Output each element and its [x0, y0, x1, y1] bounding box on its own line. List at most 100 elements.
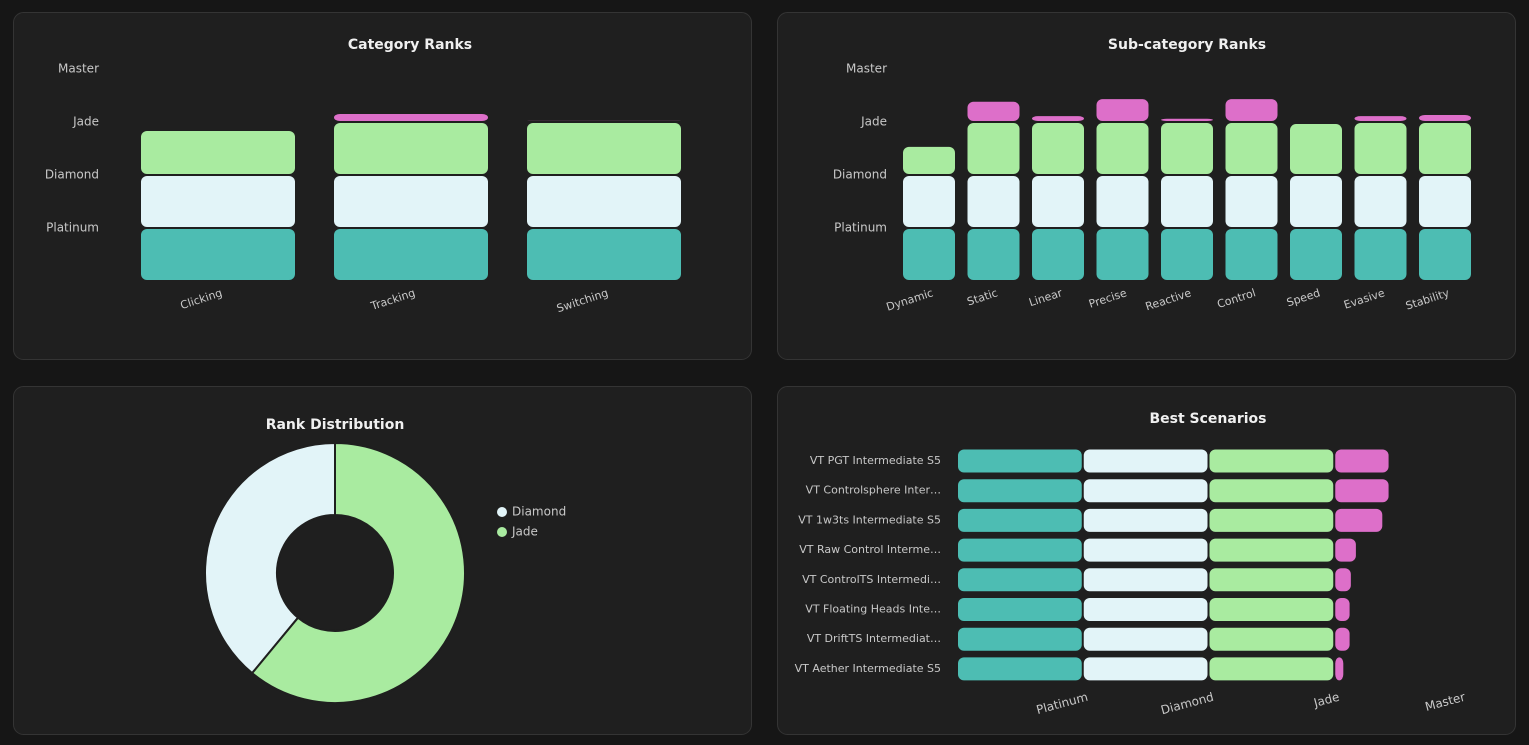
bar-segment [1419, 229, 1471, 280]
bar-segment [967, 101, 1020, 121]
bar-segment [1419, 115, 1471, 121]
y-tick-label: VT Controlsphere Inter… [806, 484, 941, 497]
bar-segment [1335, 538, 1356, 562]
bar-segment [1290, 124, 1342, 174]
bar-segment [334, 113, 488, 121]
y-tick-label: Diamond [45, 168, 99, 182]
y-tick-label: VT PGT Intermediate S5 [810, 454, 941, 467]
y-tick-label: Diamond [833, 168, 887, 182]
bar-segment [1209, 657, 1334, 681]
bar-segment [1354, 123, 1407, 174]
bar-segment [1161, 123, 1213, 174]
legend-label: Diamond [512, 505, 566, 519]
bar-segment [1209, 538, 1334, 562]
bar-segment [141, 176, 295, 227]
bar-segment [1032, 176, 1084, 227]
bar-segment [1161, 229, 1213, 280]
bar-segment [1083, 538, 1208, 562]
bar-segment [1083, 598, 1208, 621]
y-tick-label: Platinum [834, 221, 887, 235]
bar-segment [1209, 568, 1334, 592]
bar-segment [1032, 116, 1084, 121]
y-tick-label: VT DriftTS Intermediat… [807, 632, 941, 645]
bar-segment [1209, 627, 1334, 651]
bar-segment [1161, 176, 1213, 227]
bar-segment [958, 568, 1082, 592]
bar-segment [527, 229, 681, 280]
bar-segment [958, 449, 1082, 473]
bar-segment [958, 598, 1082, 621]
bar-segment [141, 229, 295, 280]
bar-segment [958, 538, 1082, 562]
bar-segment [1335, 508, 1383, 532]
bar-segment [1225, 99, 1278, 121]
bar-segment [1209, 508, 1334, 532]
panel [13, 386, 752, 735]
legend-swatch [497, 527, 507, 537]
y-tick-label: Jade [72, 115, 99, 129]
bar-segment [1335, 479, 1389, 503]
bar-segment [1225, 176, 1278, 227]
bar-segment [1083, 627, 1208, 651]
y-tick-label: VT 1w3ts Intermediate S5 [798, 513, 941, 526]
bar-segment [1354, 229, 1407, 280]
bar-segment [967, 123, 1020, 174]
bar-segment [1209, 449, 1334, 473]
bar-segment [334, 176, 488, 227]
bar-segment [1096, 99, 1149, 121]
bar-segment [1335, 598, 1350, 621]
bar-segment [1096, 123, 1149, 174]
bar-segment [1209, 479, 1334, 503]
legend-label: Jade [511, 525, 538, 539]
y-tick-label: VT Aether Intermediate S5 [795, 662, 941, 675]
bar-segment [527, 176, 681, 227]
donut-slice [204, 441, 336, 675]
bar-segment [1354, 176, 1407, 227]
bar-segment [1290, 229, 1342, 280]
bar-segment [1161, 118, 1213, 121]
bar-segment [1096, 229, 1149, 280]
bar-segment [334, 229, 488, 280]
y-tick-label: VT Raw Control Interme… [799, 543, 941, 556]
y-tick-label: VT Floating Heads Inte… [805, 603, 941, 616]
bar-segment [141, 130, 295, 174]
donut-slice [250, 441, 466, 704]
bar-segment [1096, 176, 1149, 227]
bar-segment [1209, 598, 1334, 621]
bar-segment [1354, 116, 1407, 121]
bar-segment [1083, 568, 1208, 592]
bar-segment [903, 176, 955, 227]
chart-title: Sub-category Ranks [1108, 37, 1266, 53]
x-tick-label: Jade [1311, 690, 1341, 710]
chart-title: Best Scenarios [1149, 411, 1266, 427]
bar-segment [967, 229, 1020, 280]
bar-segment [1335, 657, 1344, 681]
bar-segment [1290, 176, 1342, 227]
bar-segment [1335, 568, 1351, 592]
bar-segment [958, 508, 1082, 532]
bar-segment [1083, 449, 1208, 473]
y-tick-label: VT ControlTS Intermedi… [802, 573, 941, 586]
bar-segment [1083, 657, 1208, 681]
y-tick-label: Master [846, 62, 887, 76]
bar-segment [1032, 229, 1084, 280]
bar-segment [958, 627, 1082, 651]
legend-swatch [497, 507, 507, 517]
bar-segment [1225, 123, 1278, 174]
bar-segment [903, 146, 955, 174]
bar-segment [1335, 627, 1350, 651]
bar-segment [967, 176, 1020, 227]
bar-segment [1419, 176, 1471, 227]
bar-segment [958, 657, 1082, 681]
y-tick-label: Jade [860, 115, 887, 129]
y-tick-label: Platinum [46, 221, 99, 235]
bar-segment [958, 479, 1082, 503]
bar-segment [1083, 479, 1208, 503]
bar-segment [1083, 508, 1208, 532]
chart-title: Rank Distribution [266, 417, 405, 433]
bar-segment [1032, 123, 1084, 174]
bar-segment [1225, 229, 1278, 280]
chart-title: Category Ranks [348, 37, 472, 53]
bar-segment [1419, 123, 1471, 174]
